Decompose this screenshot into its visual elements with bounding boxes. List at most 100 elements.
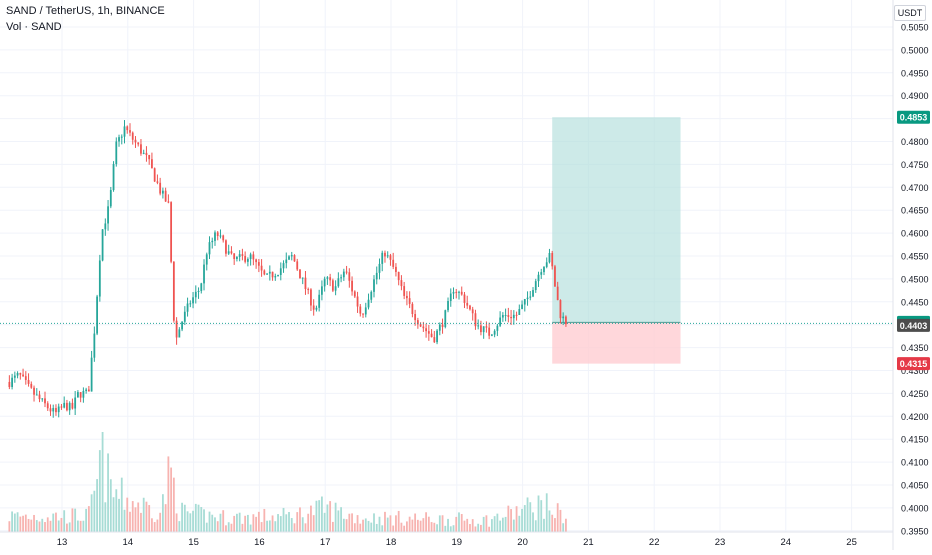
- candle-body: [57, 406, 60, 413]
- x-tick-label: 25: [846, 537, 857, 548]
- volume-bar: [126, 497, 129, 532]
- candle-body: [556, 286, 559, 301]
- y-tick-label: 0.4350: [901, 343, 929, 353]
- candle-body: [71, 402, 74, 409]
- candle-body: [164, 190, 167, 202]
- volume-bar: [203, 509, 205, 532]
- candle-body: [189, 303, 192, 305]
- candle-body: [501, 315, 504, 318]
- volume-bar: [293, 523, 296, 532]
- volume-bar: [11, 511, 14, 532]
- time-axis[interactable]: 13 14 15 16 17 18 19 20 21 22 23 24 25: [0, 531, 893, 548]
- volume-bar: [104, 502, 107, 532]
- volume-bar: [222, 510, 225, 532]
- volume-bar: [565, 518, 567, 532]
- candle-body: [386, 255, 389, 257]
- currency-badge[interactable]: USDT: [894, 5, 926, 21]
- volume-bar: [408, 516, 411, 532]
- volume-bar: [153, 522, 156, 532]
- candle-body: [345, 271, 348, 273]
- volume-bar: [164, 504, 167, 532]
- volume-bar: [79, 520, 82, 532]
- candle-body: [540, 272, 543, 275]
- candle-body: [466, 302, 469, 306]
- y-tick-label: 0.4650: [901, 206, 929, 216]
- volume-bar: [255, 516, 258, 532]
- volume-bar: [447, 518, 449, 532]
- candle-body: [238, 254, 241, 257]
- volume-bar: [216, 521, 219, 532]
- candle-body: [115, 141, 118, 165]
- volume-bar: [290, 518, 293, 532]
- candle-body: [351, 280, 353, 292]
- symbol-title[interactable]: SAND / TetherUS, 1h, BINANCE: [6, 5, 165, 17]
- volume-bar: [189, 513, 192, 532]
- candle-body: [178, 329, 181, 338]
- target-zone[interactable]: [552, 117, 681, 323]
- candle-body: [123, 126, 126, 137]
- volume-bar: [362, 519, 364, 532]
- candle-body: [384, 252, 386, 257]
- y-tick-label: 0.4600: [901, 229, 929, 239]
- volume-bar: [406, 521, 408, 532]
- candle-body: [129, 130, 131, 133]
- volume-bar: [19, 516, 22, 532]
- candle-body: [331, 280, 334, 291]
- candle-body: [381, 252, 384, 264]
- y-tick-label: 0.4700: [901, 183, 929, 193]
- volume-bar: [186, 511, 189, 532]
- candle-body: [422, 326, 425, 329]
- y-tick-label: 0.4500: [901, 274, 929, 284]
- volume-bar: [521, 508, 523, 532]
- candle-body: [562, 316, 565, 319]
- volume-bar: [331, 521, 334, 532]
- stop-zone[interactable]: [552, 322, 681, 364]
- candle-body: [68, 402, 71, 411]
- volume-bar: [370, 522, 373, 532]
- volume-bar: [392, 525, 395, 532]
- candle-body: [455, 291, 458, 293]
- candle-body: [356, 296, 359, 307]
- price-axis[interactable]: 0.50500.50000.49500.49000.48500.48000.47…: [892, 0, 930, 550]
- candle-body: [266, 273, 268, 275]
- candle-body: [496, 325, 499, 331]
- candle-body: [246, 258, 249, 262]
- volume-bar: [526, 497, 529, 532]
- volume-bar: [178, 521, 181, 532]
- candle-body: [389, 255, 392, 260]
- candle-body: [60, 406, 63, 408]
- candle-body: [463, 294, 466, 303]
- candle-body: [301, 277, 304, 279]
- volume-bar: [107, 453, 109, 532]
- volume-bar: [312, 515, 315, 532]
- candle-body: [458, 291, 460, 293]
- volume-bar: [120, 477, 123, 532]
- volume-indicator-label[interactable]: Vol · SAND: [6, 21, 62, 33]
- candle-body: [35, 394, 38, 396]
- candle-body: [153, 168, 156, 182]
- volume-bar: [192, 510, 194, 532]
- candle-body: [8, 381, 11, 387]
- candle-body: [161, 190, 164, 194]
- candle-body: [392, 259, 395, 267]
- volume-bar: [90, 494, 93, 532]
- volume-bar: [44, 522, 46, 532]
- volume-bar: [246, 514, 249, 532]
- volume-bar: [159, 512, 162, 532]
- candle-body: [321, 286, 323, 295]
- volume-bar: [301, 517, 304, 532]
- volume-bar: [469, 524, 471, 532]
- candle-body: [288, 256, 290, 260]
- candle-body: [252, 254, 255, 260]
- y-tick-label: 0.4550: [901, 252, 929, 262]
- volume-bar: [326, 504, 329, 532]
- volume-bar: [129, 511, 131, 532]
- volume-bar: [471, 519, 474, 532]
- candle-body: [364, 307, 367, 315]
- volume-bars: [8, 432, 567, 532]
- candle-body: [104, 223, 107, 230]
- volume-bar: [123, 509, 126, 532]
- volume-bar: [400, 522, 403, 532]
